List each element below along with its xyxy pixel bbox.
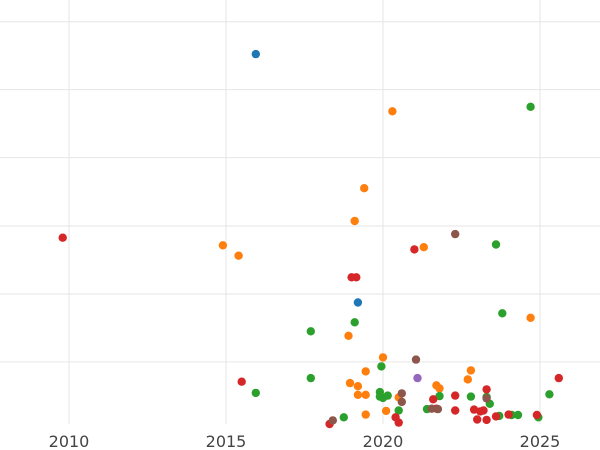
point-orange-13 xyxy=(353,382,363,391)
point-orange-0 xyxy=(388,107,397,116)
point-brown-7 xyxy=(397,397,406,407)
point-red-11 xyxy=(479,406,488,415)
point-green-2 xyxy=(498,309,507,318)
point-green-3 xyxy=(306,327,315,336)
point-blue-1 xyxy=(353,298,363,307)
point-orange-12 xyxy=(345,378,355,388)
y-gridlines xyxy=(0,21,600,363)
point-red-5 xyxy=(482,385,491,394)
point-green-14 xyxy=(466,392,476,401)
point-red-7 xyxy=(429,395,438,404)
point-orange-6 xyxy=(526,313,535,322)
point-red-14 xyxy=(504,410,513,419)
point-brown-1 xyxy=(411,355,421,364)
point-brown-5 xyxy=(433,404,443,414)
x-gridlines xyxy=(68,0,541,424)
x-tick-label-2010: 2010 xyxy=(49,432,90,450)
point-green-6 xyxy=(306,373,315,383)
point-red-0 xyxy=(58,233,67,242)
point-green-7 xyxy=(251,388,260,398)
point-orange-15 xyxy=(361,390,370,399)
point-green-4 xyxy=(350,318,359,327)
x-tick-label-2015: 2015 xyxy=(206,432,247,450)
point-green-19 xyxy=(513,410,523,420)
point-orange-8 xyxy=(378,353,388,362)
point-purple-0 xyxy=(413,373,422,383)
point-brown-6 xyxy=(328,416,337,425)
point-green-0 xyxy=(526,102,535,112)
point-green-13 xyxy=(435,391,444,401)
point-orange-11 xyxy=(463,375,472,384)
point-orange-14 xyxy=(353,390,363,399)
point-red-8 xyxy=(451,406,460,415)
point-orange-9 xyxy=(361,367,370,376)
point-red-16 xyxy=(554,373,563,383)
point-orange-7 xyxy=(344,331,353,340)
point-red-4 xyxy=(237,377,246,386)
x-tick-labels: 2010 2015 2020 2025 xyxy=(49,432,561,450)
point-orange-20 xyxy=(361,410,370,419)
point-orange-19 xyxy=(381,406,391,416)
point-green-5 xyxy=(377,362,386,371)
point-green-22 xyxy=(394,406,403,415)
point-green-11 xyxy=(378,393,388,403)
point-red-6 xyxy=(451,391,460,400)
point-brown-0 xyxy=(451,229,460,239)
point-orange-5 xyxy=(419,243,428,252)
point-blue-0 xyxy=(251,49,260,59)
point-green-21 xyxy=(545,390,554,399)
point-green-23 xyxy=(339,413,348,422)
scatter-points xyxy=(58,49,563,429)
point-red-20 xyxy=(394,418,403,427)
x-tick-label-2020: 2020 xyxy=(363,432,404,450)
point-orange-2 xyxy=(350,216,359,226)
point-brown-3 xyxy=(482,394,491,403)
point-orange-10 xyxy=(466,366,476,375)
point-red-3 xyxy=(410,245,419,254)
point-red-15 xyxy=(532,410,542,420)
point-brown-4 xyxy=(427,404,436,413)
point-red-13 xyxy=(491,412,501,421)
point-green-1 xyxy=(491,240,501,249)
point-orange-3 xyxy=(218,241,228,250)
point-orange-4 xyxy=(234,251,243,260)
point-orange-1 xyxy=(360,184,369,193)
point-red-2 xyxy=(352,273,361,282)
point-red-17 xyxy=(473,415,482,424)
point-brown-2 xyxy=(397,389,406,398)
x-tick-label-2025: 2025 xyxy=(520,432,561,450)
point-red-18 xyxy=(482,415,491,425)
point-orange-18 xyxy=(435,384,444,393)
